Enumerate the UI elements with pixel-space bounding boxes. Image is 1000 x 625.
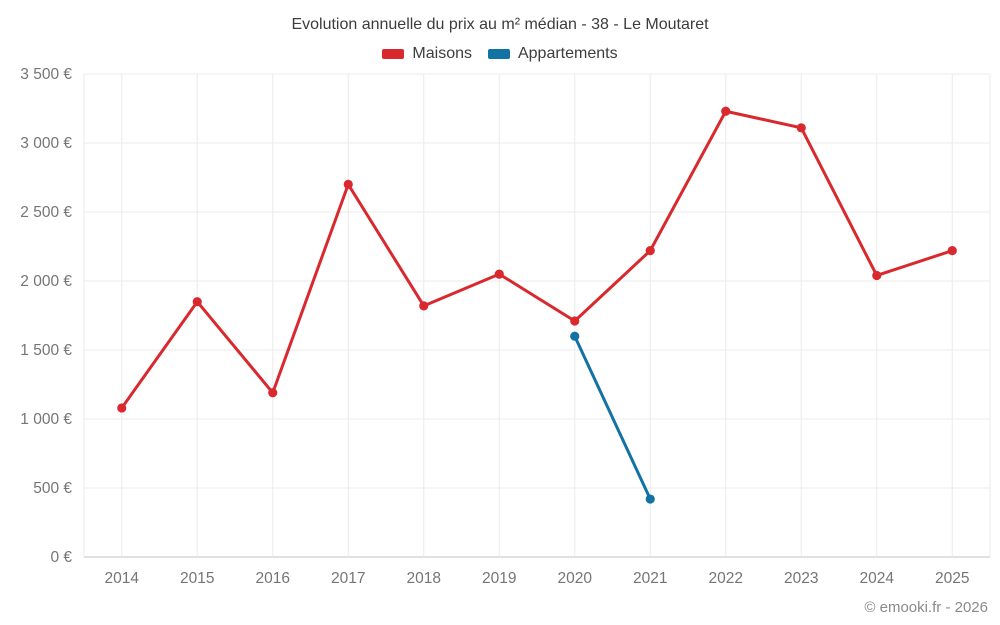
y-axis-tick-label: 1 000 €	[20, 411, 72, 428]
y-axis-tick-label: 3 500 €	[20, 66, 72, 83]
y-axis-tick-label: 2 500 €	[20, 204, 72, 221]
series-line-appartements	[573, 334, 652, 501]
maisons-legend-label: Maisons	[412, 45, 472, 62]
x-axis-tick-label: 2023	[784, 570, 818, 587]
y-axis-tick-label: 3 000 €	[20, 135, 72, 152]
copyright-credit: © emooki.fr - 2026	[864, 599, 988, 616]
chart-title: Evolution annuelle du prix au m² médian …	[291, 16, 709, 33]
x-axis-tick-label: 2017	[331, 570, 365, 587]
data-point-maisons-2025[interactable]	[947, 246, 957, 256]
legend-item-maisons[interactable]: Maisons	[382, 45, 472, 63]
maisons-legend-swatch	[382, 49, 405, 59]
data-point-maisons-2021[interactable]	[645, 246, 655, 256]
data-point-maisons-2020[interactable]	[570, 316, 580, 326]
appartements-legend-swatch	[487, 49, 510, 59]
data-point-maisons-2019[interactable]	[494, 269, 504, 279]
y-axis-tick-label: 1 500 €	[20, 342, 72, 359]
x-axis-tick-label: 2025	[935, 570, 969, 587]
y-axis-tick-label: 0 €	[50, 549, 72, 566]
data-point-appartements-2020[interactable]	[570, 331, 580, 341]
data-point-maisons-2014[interactable]	[117, 403, 127, 413]
x-axis-tick-label: 2024	[860, 570, 895, 587]
series-line-maisons	[120, 109, 954, 410]
chart-legend: Maisons Appartements	[0, 45, 1000, 63]
data-point-maisons-2022[interactable]	[721, 106, 731, 116]
x-axis-tick-label: 2016	[256, 570, 290, 587]
data-point-maisons-2024[interactable]	[872, 270, 882, 281]
x-axis-tick-label: 2019	[482, 570, 516, 587]
x-axis-tick-label: 2015	[180, 570, 214, 587]
x-axis-tick-label: 2022	[709, 570, 743, 587]
y-axis-tick-label: 500 €	[33, 480, 72, 497]
legend-item-appartements[interactable]: Appartements	[487, 45, 618, 63]
x-axis-tick-label: 2014	[105, 570, 140, 587]
x-axis-tick-label: 2020	[558, 570, 593, 587]
data-point-maisons-2015[interactable]	[192, 297, 202, 307]
appartements-legend-label: Appartements	[517, 45, 618, 62]
x-axis-tick-label: 2021	[633, 570, 667, 587]
data-point-maisons-2023[interactable]	[796, 123, 806, 133]
data-point-maisons-2016[interactable]	[268, 388, 278, 398]
data-point-appartements-2021[interactable]	[645, 494, 655, 504]
x-axis-tick-label: 2018	[407, 570, 441, 587]
data-point-maisons-2017[interactable]	[343, 179, 353, 189]
data-point-maisons-2018[interactable]	[419, 301, 429, 311]
y-axis-tick-label: 2 000 €	[20, 273, 72, 290]
